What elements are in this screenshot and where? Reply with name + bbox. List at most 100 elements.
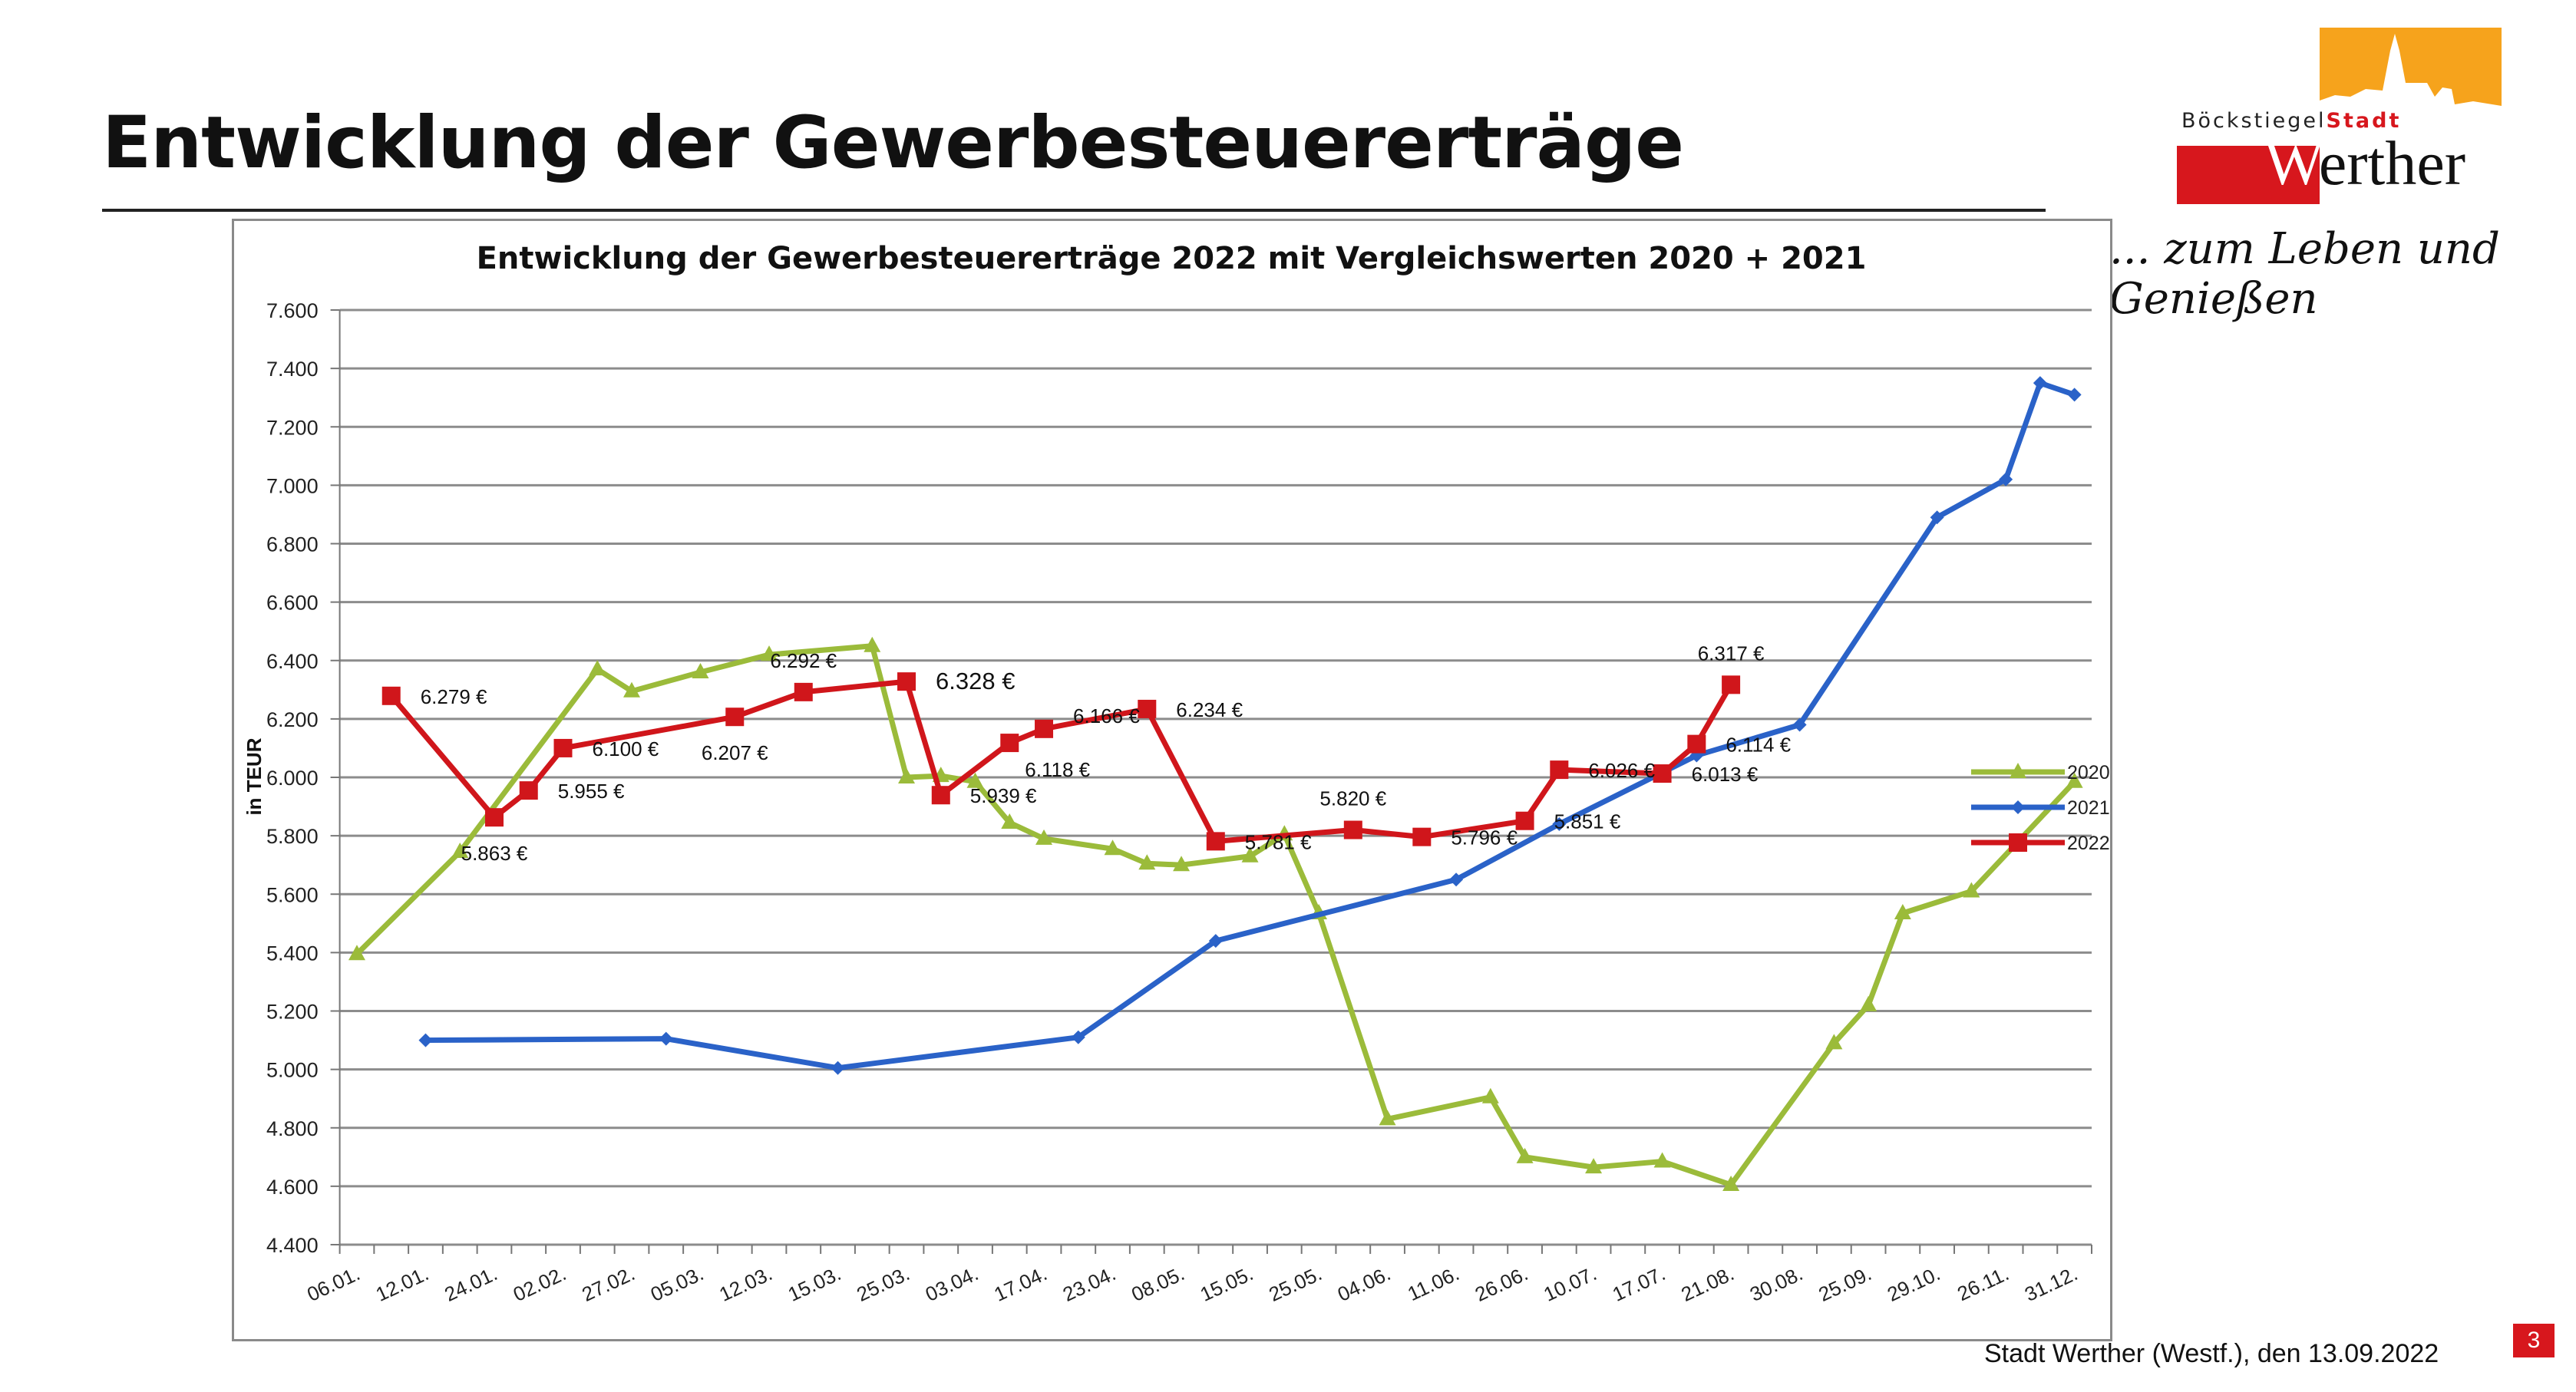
data-point-2022 [1687, 734, 1706, 754]
x-tick-label: 05.03. [647, 1262, 707, 1306]
data-label-2022: 6.026 € [1588, 759, 1655, 782]
data-point-2020 [1241, 846, 1259, 863]
data-point-2020 [589, 660, 606, 676]
data-point-2022 [931, 786, 950, 805]
data-label-2022: 5.863 € [461, 842, 528, 865]
x-tick-label: 17.04. [990, 1262, 1050, 1306]
data-point-2022 [1035, 719, 1054, 738]
x-tick-label: 08.05. [1128, 1262, 1187, 1306]
x-tick-label: 15.05. [1197, 1262, 1257, 1306]
data-label-2022: 6.166 € [1073, 704, 1140, 727]
x-tick-label: 12.03. [715, 1262, 775, 1306]
data-label-2022: 5.820 € [1319, 787, 1386, 810]
data-label-2022: 6.207 € [702, 741, 768, 764]
y-tick-label: 5.200 [266, 1001, 319, 1024]
legend-marker-2021 [2011, 800, 2025, 814]
data-point-2021 [1449, 872, 1464, 887]
data-point-2020 [1481, 1087, 1499, 1103]
x-tick-label: 31.12. [2021, 1262, 2081, 1306]
y-tick-label: 7.200 [266, 416, 319, 439]
legend-label-2021: 2021 [2067, 797, 2110, 819]
x-tick-label: 02.02. [510, 1262, 570, 1306]
legend-label-2020: 2020 [2067, 762, 2110, 783]
logo-initial: W [2264, 128, 2319, 198]
page-title: Entwicklung der Gewerbesteuererträge [102, 101, 1684, 185]
y-tick-label: 6.800 [266, 533, 319, 556]
x-tick-label: 25.05. [1265, 1262, 1325, 1306]
data-point-2022 [1000, 734, 1019, 753]
data-point-2021 [1999, 472, 2013, 487]
x-tick-label: 25.03. [853, 1262, 913, 1306]
x-tick-label: 23.04. [1059, 1262, 1119, 1306]
x-tick-label: 26.06. [1471, 1262, 1531, 1306]
data-point-2020 [1035, 829, 1053, 845]
data-point-2022 [484, 808, 504, 827]
page-number: 3 [2513, 1324, 2555, 1357]
y-tick-label: 7.400 [266, 358, 319, 381]
data-point-2020 [1173, 856, 1191, 872]
logo-prefix-accent: Stadt [2326, 109, 2402, 133]
data-label-2022: 6.317 € [1698, 642, 1765, 665]
data-point-2022 [1515, 811, 1534, 830]
logo-red-block [2177, 146, 2320, 204]
x-tick-label: 27.02. [578, 1262, 638, 1306]
data-point-2022 [1653, 764, 1672, 783]
data-point-2020 [1653, 1152, 1671, 1168]
y-tick-label: 5.000 [266, 1059, 319, 1082]
data-point-2021 [1552, 816, 1567, 831]
data-point-2020 [623, 681, 640, 698]
data-point-2020 [1825, 1034, 1843, 1050]
y-tick-label: 6.400 [266, 650, 319, 673]
data-point-2021 [1071, 1030, 1085, 1044]
data-point-2020 [348, 945, 365, 961]
data-point-2022 [519, 781, 538, 800]
data-point-2021 [1930, 510, 1944, 525]
legend-marker-2020 [2010, 763, 2026, 778]
x-tick-label: 11.06. [1404, 1262, 1462, 1305]
y-tick-label: 4.800 [266, 1117, 319, 1140]
data-point-2020 [1516, 1147, 1534, 1163]
data-label-2022: 6.328 € [936, 668, 1015, 694]
chart-frame [232, 219, 2112, 1341]
data-point-2022 [794, 682, 813, 701]
data-label-2022: 6.013 € [1692, 763, 1759, 786]
y-tick-label: 6.000 [266, 767, 319, 790]
data-label-2022: 5.955 € [558, 780, 625, 803]
x-tick-label: 10.07. [1540, 1262, 1600, 1306]
logo-prefix: Böckstiegel [2181, 109, 2327, 133]
data-label-2022: 6.118 € [1025, 758, 1090, 781]
x-tick-label: 06.01. [303, 1262, 363, 1306]
logo-name-rest: erther [2318, 128, 2466, 198]
x-tick-label: 12.01. [372, 1262, 432, 1306]
data-point-2021 [2067, 388, 2082, 402]
data-point-2022 [1550, 760, 1569, 780]
x-tick-label: 25.09. [1815, 1262, 1874, 1306]
data-point-2020 [1963, 882, 1980, 898]
y-tick-label: 5.800 [266, 825, 319, 848]
title-divider [102, 209, 2046, 212]
data-point-2020 [1001, 813, 1019, 829]
chart-title: Entwicklung der Gewerbesteuererträge 202… [477, 241, 1867, 276]
data-label-2022: 5.939 € [970, 784, 1037, 807]
data-point-2020 [1722, 1175, 1740, 1191]
data-label-2022: 6.100 € [592, 737, 659, 760]
data-point-2020 [1138, 854, 1156, 870]
data-point-2020 [1894, 903, 1911, 919]
y-tick-label: 6.200 [266, 708, 319, 731]
data-point-2020 [864, 636, 881, 652]
logo-name: Werther [2264, 132, 2465, 195]
series-line-2020 [355, 643, 2077, 1188]
data-point-2021 [2033, 376, 2047, 391]
x-tick-label: 04.06. [1334, 1262, 1394, 1306]
data-label-2022: 5.796 € [1451, 826, 1518, 849]
data-point-2021 [1792, 717, 1807, 732]
data-point-2020 [2066, 772, 2083, 788]
y-tick-label: 4.600 [266, 1176, 319, 1199]
x-tick-label: 21.08. [1677, 1262, 1737, 1306]
data-point-2022 [1343, 820, 1362, 839]
x-tick-label: 30.08. [1746, 1262, 1806, 1306]
data-label-2022: 6.114 € [1726, 734, 1791, 757]
data-point-2021 [659, 1031, 673, 1046]
y-tick-label: 6.600 [266, 592, 319, 615]
